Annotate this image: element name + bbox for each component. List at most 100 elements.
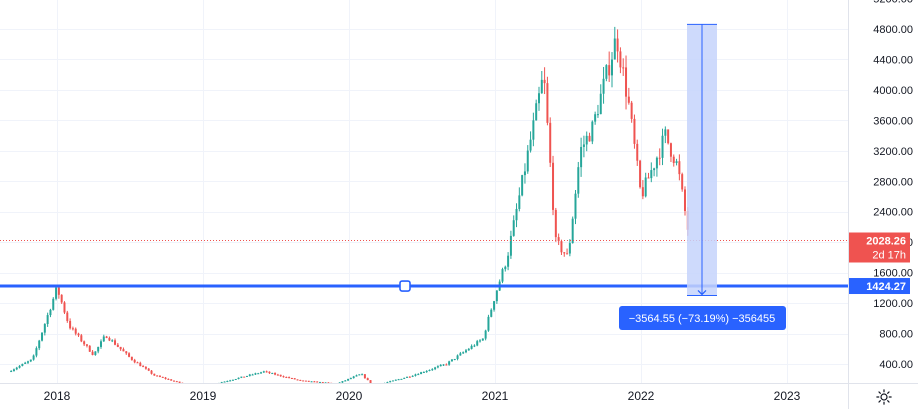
candle-body [310, 381, 313, 383]
candle [560, 239, 563, 256]
time-tick-label: 2023 [774, 389, 801, 403]
candle [605, 64, 608, 82]
candle-body [66, 312, 69, 321]
candle [18, 365, 21, 369]
candle [448, 360, 451, 366]
candle-body [240, 376, 243, 378]
candle [94, 351, 97, 356]
candle [32, 354, 35, 361]
candle-body [122, 349, 125, 352]
candle-body [114, 340, 117, 345]
candle [38, 339, 41, 351]
candle-body [147, 368, 150, 371]
candle [161, 376, 164, 378]
candle [111, 339, 114, 343]
candle [509, 230, 512, 259]
candle [128, 352, 131, 358]
candle [80, 333, 83, 343]
candle-body [580, 146, 583, 168]
candle-body [290, 378, 293, 380]
candle [172, 380, 175, 382]
candle-body [582, 144, 585, 147]
candle-body [21, 363, 24, 366]
measure-tool[interactable]: −3564.55 (−73.19%) −356455 [619, 23, 786, 330]
candle [669, 142, 672, 162]
candle [71, 326, 74, 331]
candle-body [644, 177, 647, 197]
candle-body [625, 67, 628, 97]
candle-body [490, 309, 493, 317]
candle [125, 351, 128, 355]
candle [164, 376, 167, 380]
candle-body [349, 378, 352, 380]
candle [282, 375, 285, 378]
candle-body [630, 102, 633, 119]
candle-body [237, 377, 240, 380]
candle-body [462, 352, 465, 354]
candle [450, 359, 453, 362]
candle-body [479, 340, 482, 342]
candle-body [313, 381, 316, 383]
candle [69, 318, 72, 330]
candle-body [627, 96, 630, 103]
candle [279, 374, 282, 377]
candle [156, 375, 159, 377]
candle-body [279, 374, 282, 377]
candle [552, 155, 555, 216]
candle-body [296, 379, 299, 381]
measure-arrow-head [697, 290, 707, 296]
candle [566, 248, 569, 255]
current-price-label: 2028.26 [866, 236, 906, 248]
candle-body [655, 157, 658, 169]
candle [664, 126, 667, 144]
candle [285, 376, 288, 379]
candle [397, 378, 400, 381]
candle [60, 294, 63, 304]
candle [678, 154, 681, 181]
candle-body [271, 373, 274, 375]
candle [223, 381, 226, 383]
candle-body [535, 103, 538, 121]
candle [453, 358, 456, 361]
candle [610, 52, 613, 88]
candle-body [24, 362, 27, 364]
candle [535, 99, 538, 121]
candle-body [347, 378, 350, 381]
candle [636, 139, 639, 166]
candle [554, 207, 557, 242]
candle-body [473, 345, 476, 347]
candle [133, 358, 136, 364]
candle [582, 135, 585, 158]
horizontal-line-handle[interactable] [399, 280, 411, 292]
candle [299, 379, 302, 381]
candle-body [639, 160, 642, 188]
candle-body [453, 358, 456, 360]
candle-body [262, 371, 265, 373]
candle-body [504, 266, 507, 270]
candle-body [512, 220, 515, 236]
candle-body [669, 143, 672, 157]
candle [35, 346, 38, 358]
candle [251, 373, 254, 376]
candle [15, 366, 18, 371]
candle [439, 364, 442, 367]
candle [608, 51, 611, 82]
candle [26, 360, 29, 364]
candle-body [231, 379, 234, 381]
candle-body [83, 341, 86, 345]
candle [529, 131, 532, 153]
candle-body [445, 364, 448, 366]
candle [456, 354, 459, 361]
candle-body [80, 335, 83, 342]
candle [260, 371, 263, 374]
candle [12, 368, 15, 372]
candle [633, 114, 636, 149]
candle-body [448, 361, 451, 365]
candle [442, 364, 445, 367]
candle [588, 132, 591, 142]
candle [655, 156, 658, 177]
settings-gear-button[interactable] [873, 386, 895, 408]
candle [616, 29, 619, 63]
